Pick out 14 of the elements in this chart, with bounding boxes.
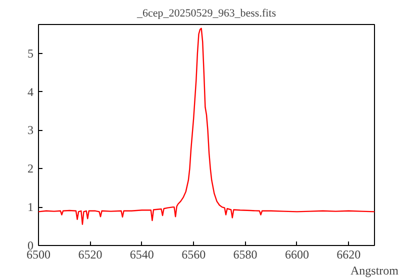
y-tick-label: 3 xyxy=(28,123,34,138)
y-tick-label: 5 xyxy=(28,46,34,60)
x-tick-label: 6620 xyxy=(336,248,361,262)
x-tick-label: 6540 xyxy=(130,248,154,262)
x-tick-label: 6580 xyxy=(233,248,258,262)
x-tick-label: 6520 xyxy=(78,248,102,262)
x-tick-label: 6600 xyxy=(284,248,309,262)
x-axis-title: Angstrom xyxy=(350,264,400,278)
line-series xyxy=(38,28,374,225)
y-tick-label: 4 xyxy=(28,84,34,99)
chart-title: _6cep_20250529_963_bess.fits xyxy=(136,8,276,20)
y-tick-label: 2 xyxy=(28,162,34,176)
y-tick-label: 1 xyxy=(28,200,34,214)
x-tick-label: 6560 xyxy=(182,248,206,262)
